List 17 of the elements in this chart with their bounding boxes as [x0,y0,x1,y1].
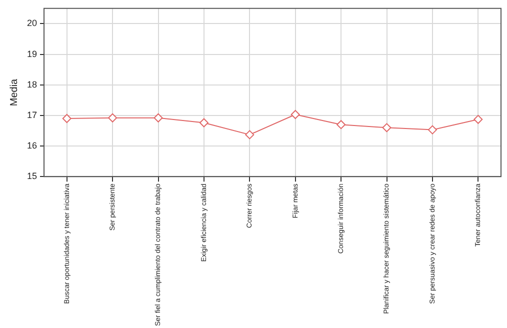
y-axis-title: Media [8,78,20,106]
point [382,123,392,132]
y-tick-label: 15 [26,171,38,182]
point [199,118,208,128]
point [245,130,254,140]
point [290,110,300,120]
point [62,114,72,123]
point [428,125,437,134]
point [474,114,483,124]
y-tick-label: 18 [26,79,38,90]
y-tick-label: 16 [26,140,38,150]
point [336,120,346,130]
y-tick-label: 20 [26,18,38,28]
y-tick-label: 19 [26,48,38,59]
point [154,113,163,122]
y-tick-label: 17 [26,110,38,120]
point [108,113,118,122]
